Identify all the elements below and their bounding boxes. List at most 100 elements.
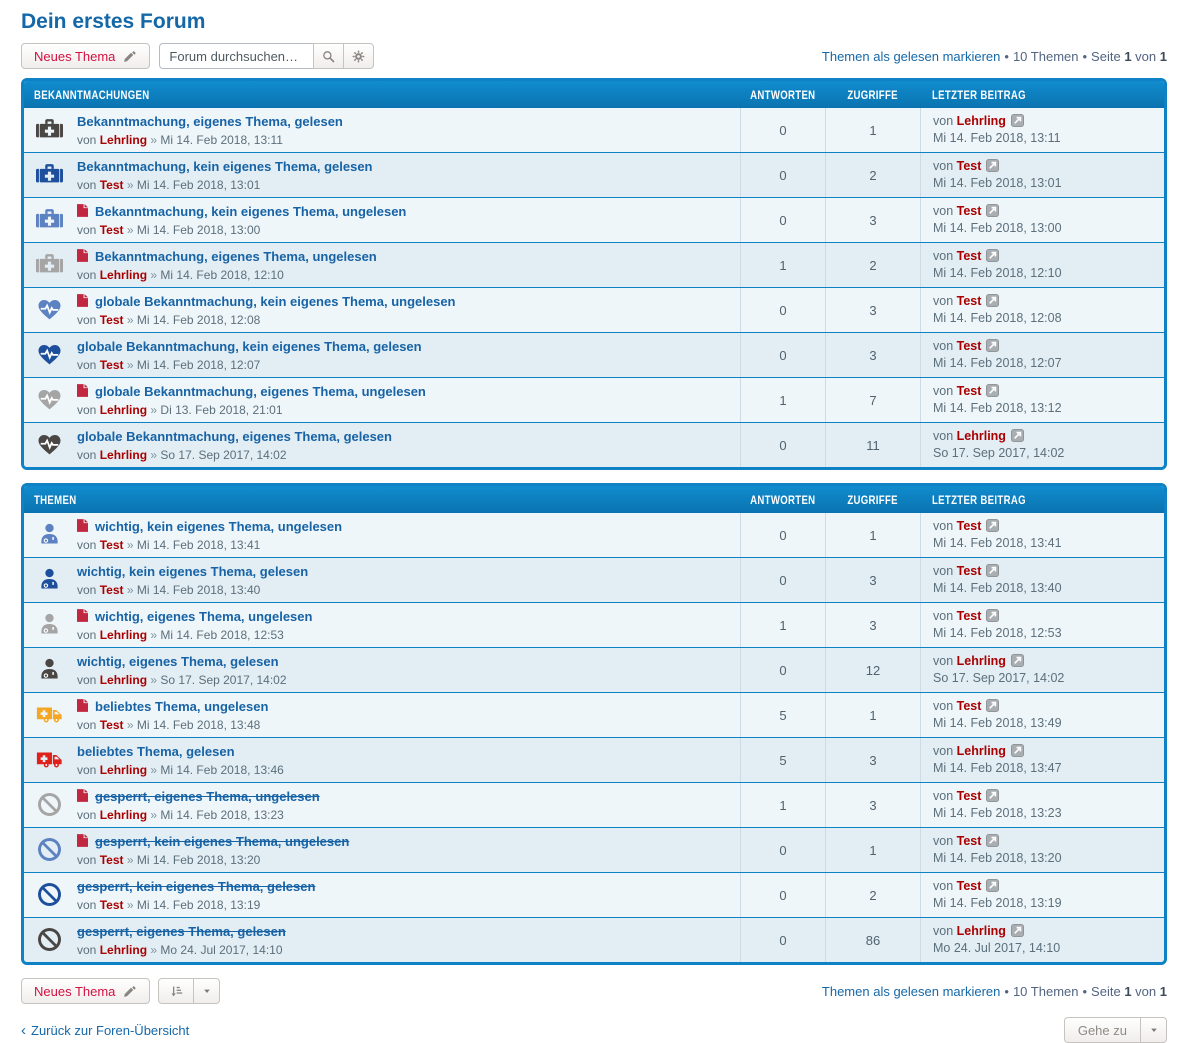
goto-last-post-icon[interactable] <box>1011 654 1024 667</box>
author-link[interactable]: Lehrling <box>99 943 148 957</box>
lastpost-author-link[interactable]: Lehrling <box>956 114 1006 128</box>
sort-dropdown-button[interactable] <box>193 978 221 1004</box>
goto-last-post-icon[interactable] <box>986 789 999 802</box>
goto-last-post-icon[interactable] <box>1011 429 1024 442</box>
replies-count: 0 <box>740 153 825 197</box>
topic-title-link[interactable]: gesperrt, kein eigenes Thema, ungelesen <box>95 834 350 849</box>
goto-last-post-icon[interactable] <box>986 339 999 352</box>
goto-last-post-icon[interactable] <box>1011 114 1024 127</box>
author-link[interactable]: Test <box>99 853 124 867</box>
lastpost-date: Mi 14. Feb 2018, 12:07 <box>933 356 1062 370</box>
topic-title-link[interactable]: gesperrt, kein eigenes Thema, gelesen <box>77 879 316 894</box>
lastpost-author-link[interactable]: Lehrling <box>956 744 1006 758</box>
lastpost-author-link[interactable]: Lehrling <box>956 924 1006 938</box>
lastpost-author-link[interactable]: Lehrling <box>956 654 1006 668</box>
topic-byline: von Lehrling » So 17. Sep 2017, 14:02 <box>77 448 287 462</box>
lastpost-author-link[interactable]: Test <box>956 789 982 803</box>
goto-last-post-icon[interactable] <box>986 519 999 532</box>
advanced-search-button[interactable] <box>343 43 375 69</box>
lastpost-author-link[interactable]: Test <box>956 834 982 848</box>
author-link[interactable]: Test <box>99 313 124 327</box>
topic-title-link[interactable]: globale Bekanntmachung, eigenes Thema, g… <box>77 429 392 444</box>
goto-dropdown-button[interactable] <box>1140 1017 1167 1043</box>
author-link[interactable]: Test <box>99 358 124 372</box>
author-link[interactable]: Lehrling <box>99 763 148 777</box>
topic-title-link[interactable]: globale Bekanntmachung, kein eigenes The… <box>77 339 422 354</box>
author-link[interactable]: Test <box>99 223 124 237</box>
goto-last-post-icon[interactable] <box>986 204 999 217</box>
topic-title-link[interactable]: gesperrt, eigenes Thema, ungelesen <box>95 789 320 804</box>
topic-byline: von Lehrling » Mi 14. Feb 2018, 13:11 <box>77 133 283 147</box>
topic-title-link[interactable]: Bekanntmachung, eigenes Thema, ungelesen <box>95 249 377 264</box>
search-button[interactable] <box>313 43 345 69</box>
new-topic-button[interactable]: Neues Thema <box>21 43 151 69</box>
goto-last-post-icon[interactable] <box>1011 744 1024 757</box>
lastpost-author-link[interactable]: Test <box>956 159 982 173</box>
lastpost-author-link[interactable]: Test <box>956 564 982 578</box>
goto-last-post-icon[interactable] <box>986 834 999 847</box>
lastpost-date: Mi 14. Feb 2018, 13:01 <box>933 176 1062 190</box>
author-link[interactable]: Test <box>99 898 124 912</box>
goto-last-post-icon[interactable] <box>986 609 999 622</box>
goto-last-post-icon[interactable] <box>986 564 999 577</box>
lastpost-author-link[interactable]: Test <box>956 699 982 713</box>
topic-title-link[interactable]: beliebtes Thema, gelesen <box>77 744 235 759</box>
column-header-replies: ANTWORTEN <box>749 87 816 102</box>
author-link[interactable]: Lehrling <box>99 448 148 462</box>
author-link[interactable]: Test <box>99 583 124 597</box>
column-header-lastpost: LETZTER BEITRAG <box>932 492 1026 507</box>
author-link[interactable]: Lehrling <box>99 628 148 642</box>
goto-last-post-icon[interactable] <box>986 249 999 262</box>
topic-title-link[interactable]: Bekanntmachung, kein eigenes Thema, gele… <box>77 159 373 174</box>
topic-title-link[interactable]: wichtig, kein eigenes Thema, ungelesen <box>95 519 343 534</box>
topic-byline: von Lehrling » So 17. Sep 2017, 14:02 <box>77 673 287 687</box>
author-link[interactable]: Lehrling <box>99 673 148 687</box>
goto-last-post-icon[interactable] <box>986 159 999 172</box>
goto-last-post-icon[interactable] <box>986 879 999 892</box>
author-link[interactable]: Test <box>99 718 124 732</box>
goto-button[interactable]: Gehe zu <box>1063 1017 1141 1043</box>
author-link[interactable]: Lehrling <box>99 133 148 147</box>
sort-button[interactable] <box>158 978 195 1004</box>
topic-title-link[interactable]: Bekanntmachung, kein eigenes Thema, unge… <box>95 204 407 219</box>
goto-last-post-icon[interactable] <box>986 384 999 397</box>
search-input[interactable] <box>159 43 314 69</box>
mark-topics-read-link[interactable]: Themen als gelesen markieren <box>821 48 1001 64</box>
author-link[interactable]: Test <box>99 178 124 192</box>
topic-title-link[interactable]: gesperrt, eigenes Thema, gelesen <box>77 924 286 939</box>
topic-title-link[interactable]: wichtig, eigenes Thema, ungelesen <box>95 609 313 624</box>
new-topic-button-bottom[interactable]: Neues Thema <box>21 978 151 1004</box>
author-link[interactable]: Test <box>99 538 124 552</box>
lastpost-author-link[interactable]: Test <box>956 339 982 353</box>
lastpost-author-link[interactable]: Test <box>956 609 982 623</box>
top-action-bar: Neues Thema Themen als gelesen markieren… <box>21 43 1167 69</box>
topic-title-link[interactable]: globale Bekanntmachung, eigenes Thema, u… <box>95 384 426 399</box>
replies-count: 1 <box>740 603 825 647</box>
lastpost-author-link[interactable]: Test <box>956 519 982 533</box>
goto-last-post-icon[interactable] <box>1011 924 1024 937</box>
author-link[interactable]: Lehrling <box>99 268 148 282</box>
lastpost-cell: von Lehrling Mi 14. Feb 2018, 13:11 <box>920 108 1164 152</box>
topic-byline: von Test » Mi 14. Feb 2018, 13:40 <box>77 583 261 597</box>
lastpost-author-link[interactable]: Test <box>956 879 982 893</box>
mark-topics-read-link[interactable]: Themen als gelesen markieren <box>821 983 1001 999</box>
topic-title-link[interactable]: wichtig, eigenes Thema, gelesen <box>77 654 279 669</box>
lastpost-author-link[interactable]: Test <box>956 249 982 263</box>
lastpost-author-link[interactable]: Lehrling <box>956 429 1006 443</box>
topic-title-link[interactable]: globale Bekanntmachung, kein eigenes The… <box>95 294 456 309</box>
back-to-forum-overview-link[interactable]: ‹ Zurück zur Foren-Übersicht <box>21 1021 190 1039</box>
lastpost-author-link[interactable]: Test <box>956 204 982 218</box>
user-md-icon <box>36 566 63 593</box>
page-title: Dein erstes Forum <box>21 10 206 33</box>
lastpost-date: So 17. Sep 2017, 14:02 <box>933 671 1065 685</box>
topic-title-link[interactable]: wichtig, kein eigenes Thema, gelesen <box>77 564 309 579</box>
goto-last-post-icon[interactable] <box>986 699 999 712</box>
lastpost-author-link[interactable]: Test <box>956 294 982 308</box>
topic-title-link[interactable]: beliebtes Thema, ungelesen <box>95 699 269 714</box>
author-link[interactable]: Lehrling <box>99 808 148 822</box>
goto-last-post-icon[interactable] <box>986 294 999 307</box>
topic-title-link[interactable]: Bekanntmachung, eigenes Thema, gelesen <box>77 114 343 129</box>
heartbeat-icon <box>36 341 63 368</box>
author-link[interactable]: Lehrling <box>99 403 148 417</box>
lastpost-author-link[interactable]: Test <box>956 384 982 398</box>
